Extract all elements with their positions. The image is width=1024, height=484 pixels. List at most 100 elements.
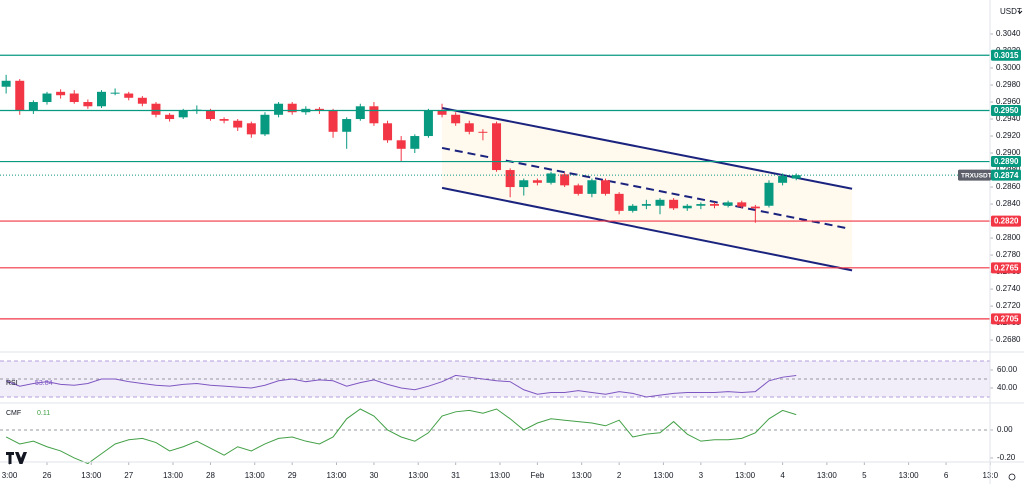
candle-body <box>587 180 597 194</box>
candle-body <box>369 106 379 124</box>
last-price-box <box>991 169 1021 181</box>
candle-body <box>246 123 256 135</box>
level-label: 0.2950 <box>991 105 1021 117</box>
candle-body <box>655 199 665 206</box>
candle-body <box>15 80 25 111</box>
candle-body <box>260 114 270 135</box>
x-tick-label: 13:00 <box>326 471 347 480</box>
candle-body <box>410 136 420 149</box>
y-tick-label: 60.00 <box>997 365 1018 374</box>
y-tick-label: 0.2980 <box>996 80 1021 89</box>
x-tick-label: 3 <box>699 471 704 480</box>
candle-body <box>505 170 515 188</box>
cmf-value: 0.11 <box>37 410 50 417</box>
y-tick-label: 0.2920 <box>996 131 1021 140</box>
x-tick-label: 6 <box>944 471 949 480</box>
candle-body <box>464 123 474 132</box>
x-tick-label: 13:0 <box>983 471 999 480</box>
level-label: 0.2705 <box>991 313 1021 325</box>
x-tick-label: 29 <box>288 471 297 480</box>
candle-body <box>778 176 788 183</box>
level-label-box <box>991 156 1021 168</box>
x-tick-label: 27 <box>124 471 133 480</box>
x-tick-label: 13:00 <box>81 471 102 480</box>
last-price-label: TRXUSDT 0.2874 <box>958 169 1021 181</box>
cmf-name: CMF <box>6 410 21 417</box>
y-tick-label: 0.00 <box>997 425 1013 434</box>
candle-body <box>723 202 733 206</box>
x-tick-label: 13:00 <box>490 471 511 480</box>
candle-body <box>614 193 624 211</box>
rsi-name: RSI <box>6 380 18 387</box>
level-label-box <box>991 105 1021 117</box>
candle-body <box>560 174 570 186</box>
indicator-line <box>5 408 797 465</box>
candle-body <box>219 119 229 121</box>
candle-body <box>519 180 529 188</box>
x-tick-label: 13:00 <box>163 471 184 480</box>
y-tick-label: 0.2800 <box>996 233 1021 242</box>
y-tick-label: 0.2860 <box>996 182 1021 191</box>
candle-body <box>396 140 406 149</box>
candle-body <box>314 108 324 111</box>
chart-layer: 3:00 2 6 13:00 27 13:00 28 13:00 29 13:00 30 13:00 3… <box>0 29 1021 480</box>
candle-body <box>137 97 147 104</box>
candle-body <box>233 120 243 128</box>
candle-body <box>110 92 120 94</box>
candle-body <box>669 199 679 209</box>
symbol-text: TRXUSDT <box>961 172 992 179</box>
currency-label[interactable]: USDT <box>1000 7 1022 16</box>
channel-lower <box>441 186 853 272</box>
candle-body <box>124 93 134 98</box>
x-tick-label: 31 <box>451 471 460 480</box>
level-label-box <box>991 313 1021 325</box>
x-tick-label: 3:00 <box>2 471 18 480</box>
level-label-text: 0.2765 <box>994 263 1019 272</box>
x-tick-label: 13:00 <box>899 471 920 480</box>
x-tick-label: 2 <box>617 471 622 480</box>
logo-mark[interactable] <box>6 452 27 464</box>
y-tick-label: 0.3000 <box>996 63 1021 72</box>
x-tick-label: 13:00 <box>245 471 266 480</box>
level-label: 0.3015 <box>991 49 1021 61</box>
y-tick-label: 0.2720 <box>996 301 1021 310</box>
level-label-box <box>991 215 1021 227</box>
candle-body <box>423 110 433 137</box>
settings-icon[interactable] <box>1008 473 1016 481</box>
candle-body <box>205 110 215 120</box>
candle-body <box>478 131 488 133</box>
last-price-text: 0.2874 <box>994 171 1019 180</box>
level-label: 0.2820 <box>991 215 1021 227</box>
y-tick-label: -0.20 <box>997 453 1016 462</box>
candle-body <box>750 206 760 209</box>
currency-caret[interactable] <box>1017 10 1023 14</box>
candle-body <box>791 175 801 179</box>
candle-body <box>151 103 161 115</box>
candle-body <box>764 182 774 206</box>
x-tick-label: 30 <box>369 471 378 480</box>
candle-body <box>69 93 79 103</box>
level-label-text: 0.2705 <box>994 314 1019 323</box>
candle-body <box>546 173 556 183</box>
level-label-text: 0.3015 <box>994 51 1019 60</box>
x-tick-label: 13:00 <box>572 471 593 480</box>
candle-body <box>42 93 52 103</box>
level-label-box <box>991 262 1021 274</box>
candle-body <box>601 180 611 194</box>
candle-body <box>28 102 38 111</box>
symbol-box <box>958 169 991 181</box>
x-tick-label: 13:00 <box>408 471 429 480</box>
candle-body <box>451 114 461 124</box>
candle-body <box>287 103 297 113</box>
level-label: 0.2765 <box>991 262 1021 274</box>
rsi-value: 53.84 <box>35 380 53 387</box>
x-tick-label: 28 <box>206 471 215 480</box>
candle-body <box>737 202 747 207</box>
logo[interactable] <box>6 452 27 464</box>
y-tick-label: 0.2780 <box>996 250 1021 259</box>
y-tick-label: 0.2840 <box>996 199 1021 208</box>
candle-body <box>274 103 284 115</box>
indicator-line <box>5 374 797 398</box>
level-label-text: 0.2890 <box>994 157 1019 166</box>
